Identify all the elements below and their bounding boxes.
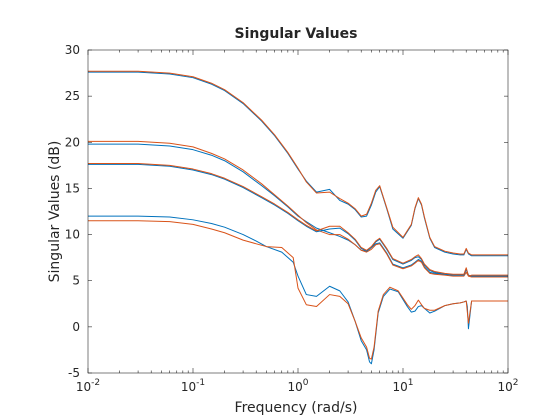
series-line-8 <box>88 220 508 360</box>
x-tick-label: 101 <box>392 378 413 394</box>
y-tick-label: 30 <box>65 43 80 57</box>
x-tick-exponent: 2 <box>513 378 519 388</box>
x-tick-base: 10 <box>287 380 302 394</box>
x-tick-label: 100 <box>287 378 308 394</box>
y-tick-label: 10 <box>65 228 80 242</box>
y-tick-label: 15 <box>65 181 80 195</box>
y-tick-label: 20 <box>65 135 80 149</box>
series-line-5 <box>88 163 508 277</box>
x-tick-base: 10 <box>181 380 196 394</box>
x-tick-label: 102 <box>497 378 518 394</box>
x-tick-base: 10 <box>497 380 512 394</box>
y-tick-label: 5 <box>72 274 80 288</box>
series-line-2 <box>88 70 508 256</box>
x-tick-exponent: 1 <box>408 378 414 388</box>
x-tick-base: 10 <box>392 380 407 394</box>
y-tick-label: 25 <box>65 89 80 103</box>
plot-area <box>88 50 508 373</box>
x-tick-exponent: 0 <box>303 378 309 388</box>
x-tick-base: 10 <box>76 380 91 394</box>
x-tick-exponent: -2 <box>91 378 100 388</box>
x-axis-label: Frequency (rad/s) <box>235 400 358 416</box>
x-tick-exponent: -1 <box>196 378 205 388</box>
y-tick-label: -5 <box>68 366 80 380</box>
series-layer <box>88 70 508 365</box>
y-axis-label: Singular Values (dB) <box>47 141 63 283</box>
y-tick-label: 0 <box>72 320 80 334</box>
series-line-4 <box>88 140 508 278</box>
x-tick-label: 10-2 <box>76 378 100 394</box>
series-line-6 <box>88 163 508 277</box>
chart-title: Singular Values <box>235 26 358 42</box>
x-tick-label: 10-1 <box>181 378 205 394</box>
